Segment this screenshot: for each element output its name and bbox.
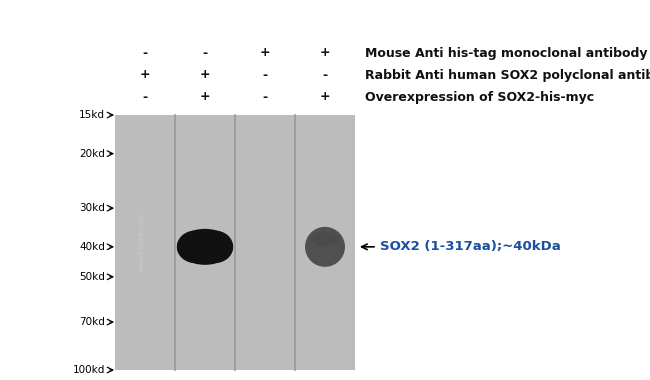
Text: -: - bbox=[142, 90, 148, 103]
Bar bbox=[236, 116, 294, 369]
Text: 20kd: 20kd bbox=[79, 149, 105, 159]
Bar bbox=[296, 116, 354, 369]
Text: 30kd: 30kd bbox=[79, 203, 105, 213]
Ellipse shape bbox=[197, 231, 233, 263]
Text: +: + bbox=[320, 90, 330, 103]
Ellipse shape bbox=[177, 231, 213, 263]
Text: +: + bbox=[320, 46, 330, 60]
Text: 40kd: 40kd bbox=[79, 242, 105, 252]
Text: Overexpression of SOX2-his-myc: Overexpression of SOX2-his-myc bbox=[365, 90, 594, 103]
Text: -: - bbox=[202, 46, 207, 60]
Text: -: - bbox=[263, 90, 268, 103]
Bar bbox=[115, 115, 355, 370]
Text: 50kd: 50kd bbox=[79, 272, 105, 282]
Text: 15kd: 15kd bbox=[79, 110, 105, 120]
Text: +: + bbox=[200, 68, 211, 81]
Text: -: - bbox=[263, 68, 268, 81]
Ellipse shape bbox=[311, 232, 339, 246]
Text: +: + bbox=[140, 68, 150, 81]
Text: www.PTGAB.com: www.PTGAB.com bbox=[139, 213, 145, 272]
Ellipse shape bbox=[177, 229, 233, 265]
Text: SOX2 (1-317aa);~40kDa: SOX2 (1-317aa);~40kDa bbox=[380, 240, 561, 253]
Text: +: + bbox=[200, 90, 211, 103]
Text: 70kd: 70kd bbox=[79, 317, 105, 327]
Text: Rabbit Anti human SOX2 polyclonal antibody: Rabbit Anti human SOX2 polyclonal antibo… bbox=[365, 68, 650, 81]
Text: -: - bbox=[142, 46, 148, 60]
Text: Mouse Anti his-tag monoclonal antibody: Mouse Anti his-tag monoclonal antibody bbox=[365, 46, 647, 60]
Text: -: - bbox=[322, 68, 328, 81]
Ellipse shape bbox=[305, 227, 345, 267]
Bar bbox=[116, 116, 174, 369]
Bar bbox=[176, 116, 234, 369]
Ellipse shape bbox=[184, 232, 226, 246]
Text: 100kd: 100kd bbox=[73, 365, 105, 375]
Text: +: + bbox=[260, 46, 270, 60]
